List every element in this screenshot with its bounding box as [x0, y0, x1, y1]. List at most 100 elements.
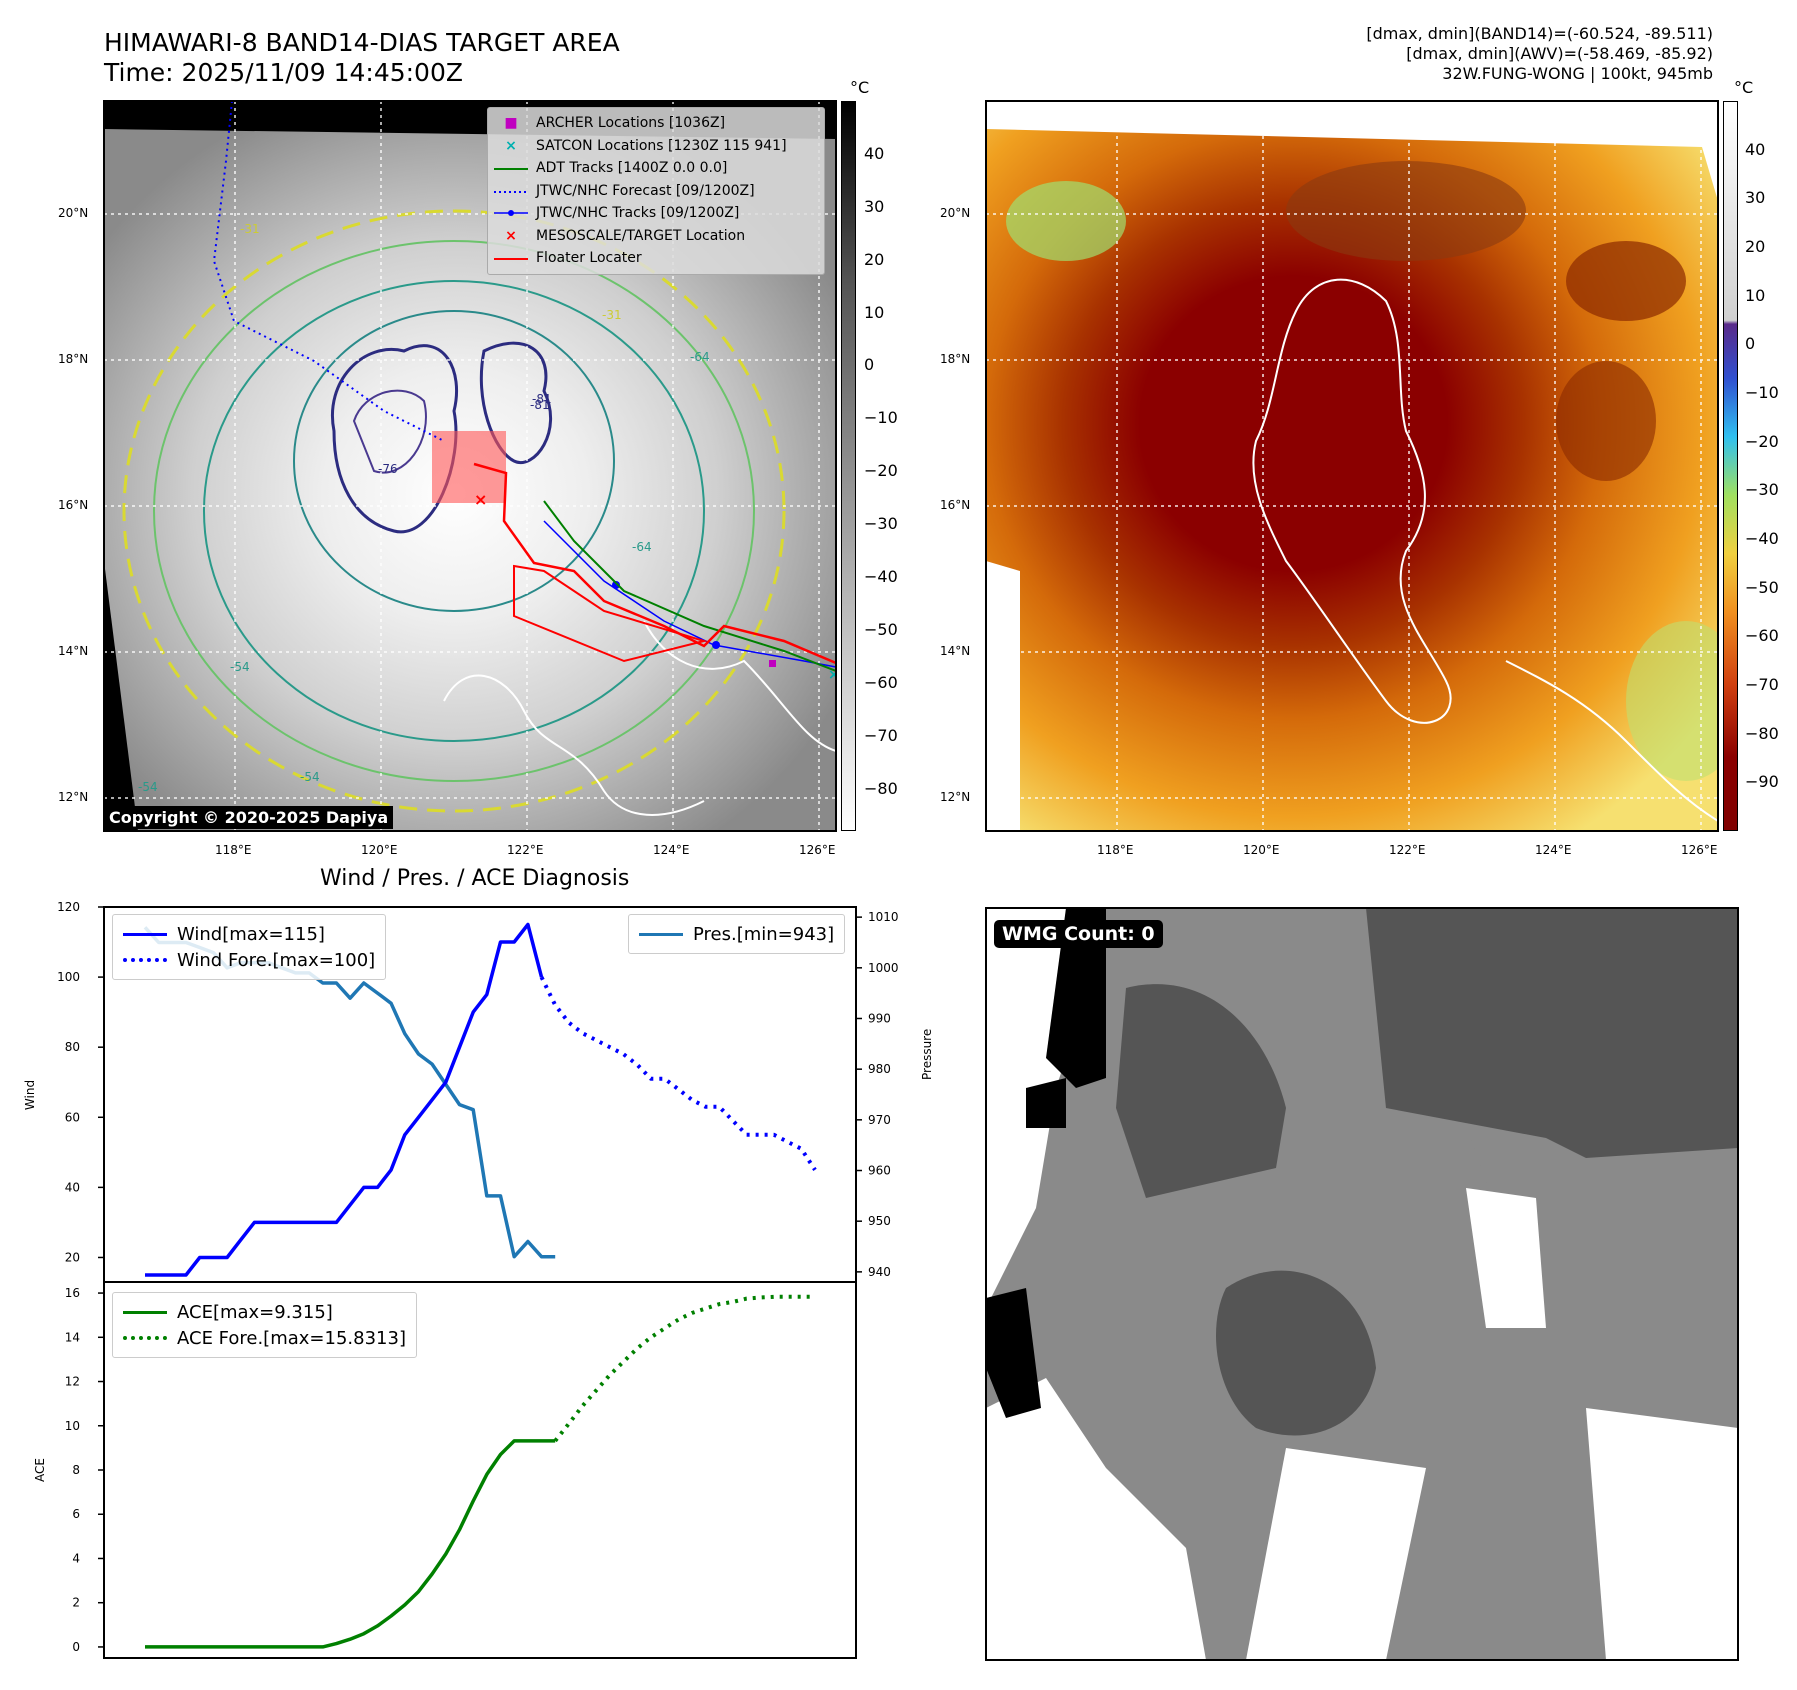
satcon-location-marker: × — [828, 667, 836, 683]
lat-label: 12°N — [940, 790, 971, 804]
colorbar-tick: 10 — [864, 302, 885, 322]
awv-range-info: [dmax, dmin](AWV)=(-58.469, -85.92) — [1406, 44, 1713, 63]
lon-label: 118°E — [1097, 843, 1134, 857]
lat-label: 14°N — [940, 644, 971, 658]
figure-title: HIMAWARI-8 BAND14-DIAS TARGET AREA — [104, 28, 620, 57]
lat-label: 18°N — [58, 352, 89, 366]
ace-tick-label: 10 — [65, 1419, 80, 1433]
colorbar-tick: −60 — [1745, 626, 1779, 646]
ace-tick-label: 0 — [72, 1640, 80, 1654]
colorbar-tick: −20 — [1745, 431, 1779, 451]
legend-item-forecast: JTWC/NHC Forecast [09/1200Z] — [494, 182, 755, 199]
wmg-frame — [985, 907, 1739, 1661]
pressure-tick-label: 1000 — [868, 961, 899, 975]
colorbar-tick: −30 — [1745, 480, 1779, 500]
wind-tick-label: 60 — [65, 1110, 80, 1124]
colorbar-tick: 0 — [864, 355, 875, 375]
contour-label: -76 — [378, 462, 398, 476]
wind-pressure-ace-chart: 1201008060402010101000990980970960950940… — [23, 900, 899, 1659]
colorbar-tick: −20 — [864, 461, 898, 481]
right-map-frame — [985, 100, 1719, 832]
colorbar-tick: 10 — [1745, 285, 1766, 305]
lat-label: 16°N — [58, 498, 89, 512]
adt-track — [543, 500, 836, 672]
colorbar-tick: −80 — [1745, 723, 1779, 743]
legend-item-target: × MESOSCALE/TARGET Location — [505, 227, 746, 244]
legend-ace-forecast: ACE Fore.[max=15.8313] — [177, 1327, 406, 1349]
ace-legend: ACE[max=9.315] ACE Fore.[max=15.8313] — [112, 1292, 417, 1358]
band14-range-info: [dmax, dmin](BAND14)=(-60.524, -89.511) — [1366, 24, 1713, 43]
awv-satellite-map — [986, 101, 1718, 831]
lon-label: 122°E — [507, 843, 544, 857]
pressure-tick-label: 970 — [868, 1113, 891, 1127]
diagnosis-title: Wind / Pres. / ACE Diagnosis — [320, 866, 630, 891]
colorbar-tick: 40 — [864, 143, 885, 163]
contour-label: -64 — [690, 350, 710, 364]
wind-tick-label: 100 — [57, 970, 80, 984]
colorbar-tick: 20 — [864, 249, 885, 269]
legend-ace: ACE[max=9.315] — [177, 1301, 333, 1323]
legend-wind: Wind[max=115] — [177, 923, 325, 945]
colorbar-tick: 30 — [1745, 188, 1766, 208]
colorbar-tick: −40 — [1745, 529, 1779, 548]
colorbar-tick: −50 — [1745, 577, 1779, 597]
colorbar-tick: −50 — [864, 619, 898, 639]
lat-label: 16°N — [940, 498, 971, 512]
wmg-map — [986, 908, 1738, 1660]
pressure-tick-label: 960 — [868, 1164, 891, 1178]
ace-tick-label: 2 — [72, 1596, 80, 1610]
right-colorbar-unit: °C — [1734, 78, 1754, 97]
lon-label: 124°E — [1535, 843, 1572, 857]
contour-label: -81 — [532, 392, 552, 406]
legend-pressure: Pres.[min=943] — [693, 923, 835, 945]
contour-label: -81 — [530, 398, 550, 412]
colorbar-tick: −30 — [864, 514, 898, 534]
colorbar-tick: −10 — [1745, 383, 1779, 402]
wind-forecast-line — [539, 976, 817, 1171]
lon-label: 122°E — [1389, 843, 1426, 857]
lat-label: 12°N — [58, 790, 89, 804]
colorbar-tick: −40 — [864, 567, 898, 587]
pressure-tick-label: 940 — [868, 1265, 891, 1279]
wind-axis-label: Wind — [23, 1080, 37, 1110]
ace-forecast-line — [553, 1294, 815, 1443]
forecast-track — [212, 101, 445, 442]
wind-tick-label: 80 — [65, 1040, 80, 1054]
left-map-frame — [103, 100, 837, 832]
colorbar-tick: −90 — [1745, 772, 1779, 792]
pressure-tick-label: 950 — [868, 1214, 891, 1228]
lat-label: 20°N — [940, 206, 971, 220]
pressure-axis-label-text: Pressure — [920, 1028, 934, 1080]
ace-tick-label: 6 — [72, 1507, 80, 1521]
lon-label: 118°E — [215, 843, 252, 857]
contour-label: -54 — [300, 770, 320, 784]
legend-item-archer: ■ ARCHER Locations [1036Z] — [504, 115, 726, 132]
ace-axis-label: ACE — [33, 1458, 47, 1482]
contour-label: -54 — [230, 660, 250, 674]
contour-label: -31 — [602, 308, 622, 322]
ace-tick-label: 14 — [65, 1330, 80, 1344]
lat-label: 20°N — [58, 206, 89, 220]
ace-tick-label: 4 — [72, 1551, 80, 1565]
wind-tick-label: 40 — [65, 1180, 80, 1194]
legend-wind-forecast: Wind Fore.[max=100] — [177, 949, 376, 971]
colorbar-tick: 20 — [1745, 237, 1766, 256]
lat-label: 18°N — [940, 352, 971, 366]
left-colorbar-unit: °C — [850, 78, 870, 97]
lat-label: 14°N — [58, 644, 89, 658]
pressure-tick-label: 990 — [868, 1011, 891, 1025]
colorbar-tick: −80 — [864, 778, 898, 798]
pressure-legend: Pres.[min=943] — [628, 914, 846, 954]
colorbar-tick: −70 — [864, 725, 898, 745]
legend-item-satcon: × SATCON Locations [1230Z 115 941] — [505, 137, 787, 154]
lon-label: 126°E — [799, 843, 836, 857]
lon-label: 120°E — [1243, 843, 1280, 857]
left-map-legend: ■ ARCHER Locations [1036Z] × SATCON Loca… — [487, 107, 825, 275]
colorbar-tick: −70 — [1745, 675, 1779, 694]
contour-label: -31 — [240, 222, 260, 236]
ace-tick-label: 12 — [65, 1375, 80, 1389]
colorbar-tick: −60 — [864, 672, 898, 692]
pressure-tick-label: 980 — [868, 1062, 891, 1076]
ace-line — [145, 1439, 556, 1649]
wmg-count-label: WMG Count: 0 — [994, 920, 1163, 948]
